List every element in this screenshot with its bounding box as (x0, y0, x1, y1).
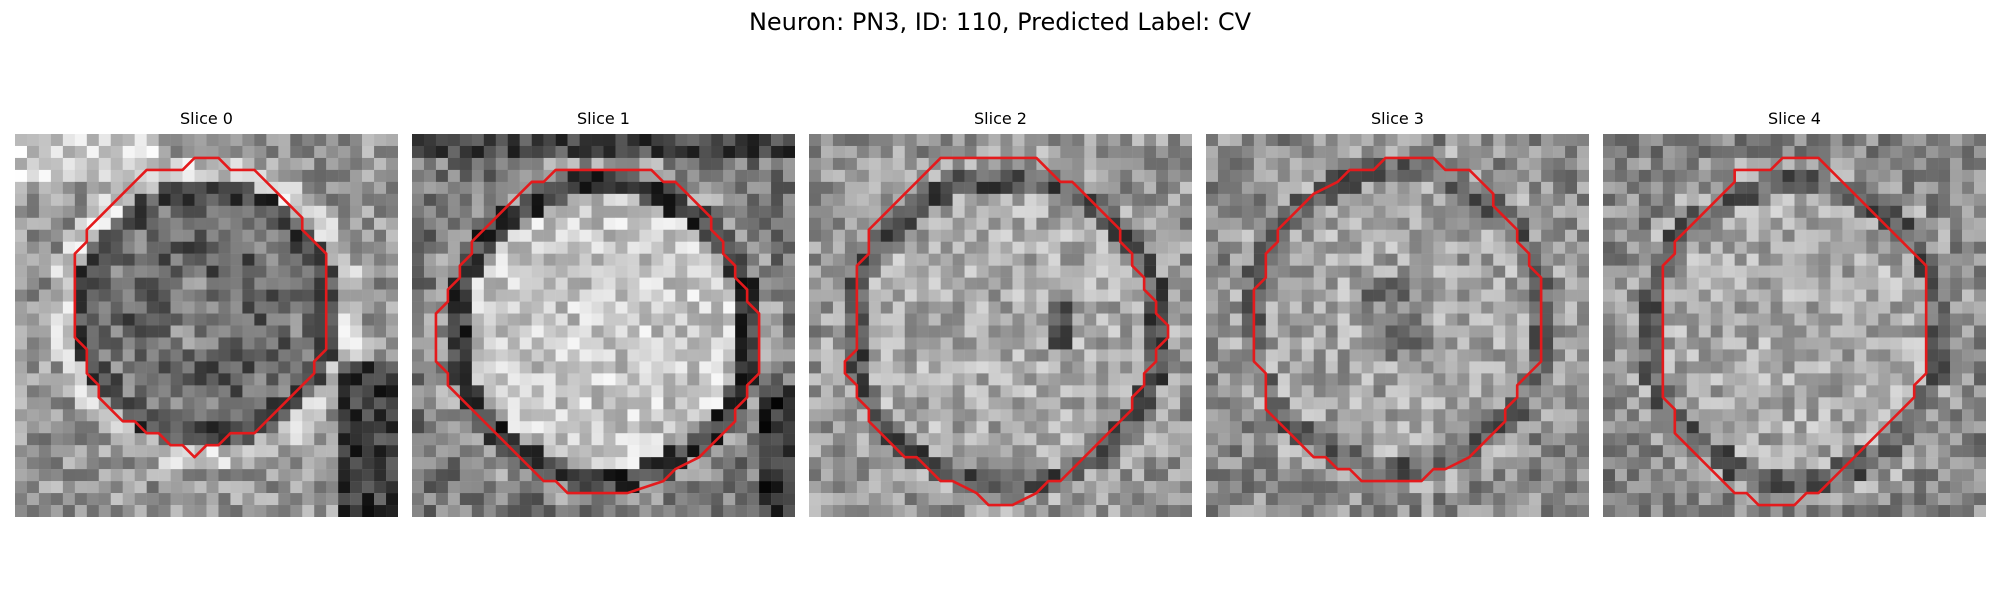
slice-title: Slice 0 (180, 109, 233, 128)
slice-title: Slice 3 (1371, 109, 1424, 128)
slice-image (15, 134, 398, 517)
slice-image (809, 134, 1192, 517)
outline-contour (1252, 156, 1543, 483)
slice-title: Slice 2 (974, 109, 1027, 128)
slice-image (1603, 134, 1986, 517)
slice-title: Slice 4 (1768, 109, 1821, 128)
figure-title: Neuron: PN3, ID: 110, Predicted Label: C… (748, 8, 1252, 36)
slice-image (412, 134, 795, 517)
outline-contour (843, 156, 1170, 507)
outline-contour (434, 168, 761, 495)
slice-title: Slice 1 (577, 109, 630, 128)
outline-contour (1661, 156, 1928, 507)
outline-contour (73, 156, 328, 459)
slice-image (1206, 134, 1589, 517)
